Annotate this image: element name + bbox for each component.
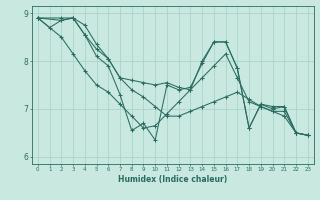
X-axis label: Humidex (Indice chaleur): Humidex (Indice chaleur) — [118, 175, 228, 184]
